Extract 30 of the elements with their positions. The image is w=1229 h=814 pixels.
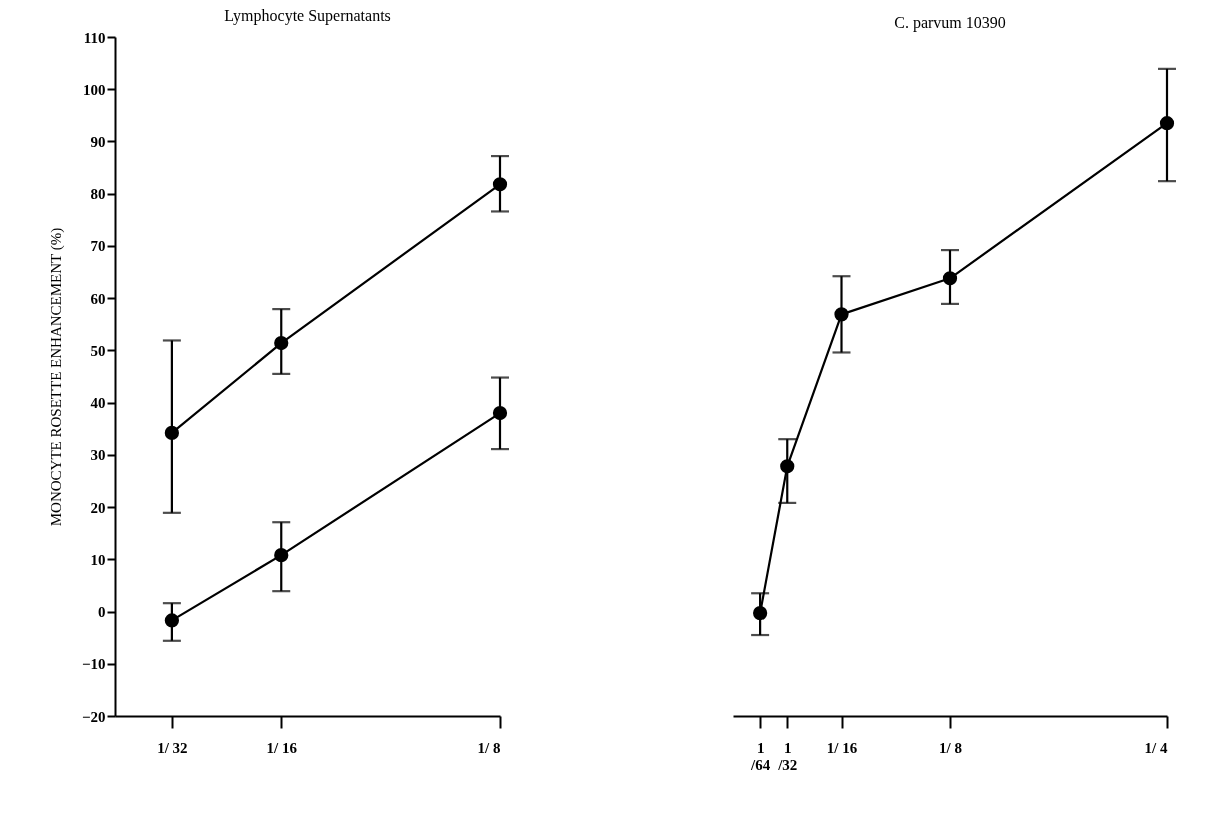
- x-tick-label: 1/32: [777, 739, 798, 773]
- y-tick-label: 10: [90, 551, 106, 568]
- x-tick-label: 1/ 8: [939, 739, 962, 756]
- y-tick-label: −10: [81, 656, 106, 673]
- y-tick-label: 40: [90, 395, 106, 412]
- x-tick-label: 1/ 8: [477, 739, 501, 756]
- x-tick-label: 1/ 16: [266, 739, 298, 756]
- chart-title: Lymphocyte Supernatants: [224, 7, 391, 25]
- y-tick-label: 110: [83, 29, 106, 46]
- y-tick-label: 0: [98, 604, 106, 621]
- y-tick-label: −20: [81, 708, 106, 725]
- point: [753, 605, 768, 621]
- y-tick-label: 60: [90, 290, 106, 307]
- x-tick-label: 1/64: [750, 739, 771, 773]
- x-tick-label: 1/ 32: [157, 739, 188, 756]
- x-tick-label: 1/ 16: [826, 739, 858, 756]
- y-tick-label: 70: [90, 238, 106, 255]
- y-tick-label: 20: [90, 499, 106, 516]
- point: [780, 459, 795, 474]
- y-tick-label: 90: [90, 133, 106, 150]
- y-tick-label: 100: [83, 81, 106, 98]
- point: [1159, 116, 1175, 131]
- y-tick-label: 30: [90, 447, 106, 464]
- x-tick-label: 1/ 4: [1144, 739, 1168, 756]
- y-tick-label: 50: [90, 342, 106, 359]
- y-tick-label: 80: [90, 186, 106, 203]
- y-axis-title: MONOCYTE ROSETTE ENHANCEMENT (%): [47, 227, 65, 527]
- chart-title: C. parvum 10390: [894, 14, 1006, 32]
- point: [942, 271, 958, 286]
- point: [834, 307, 849, 322]
